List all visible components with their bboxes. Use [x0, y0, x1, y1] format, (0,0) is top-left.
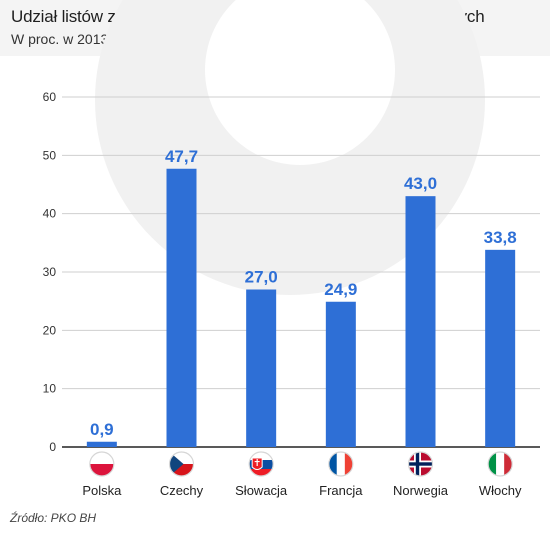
flag-france-icon [328, 451, 354, 477]
x-tick-label: Francja [319, 483, 363, 498]
x-tick-label: Czechy [160, 483, 204, 498]
value-label: 43,0 [404, 174, 437, 193]
y-tick-label: 20 [43, 323, 57, 337]
value-label: 27,0 [245, 268, 278, 287]
bar-polska [86, 441, 117, 447]
value-label: 24,9 [324, 280, 357, 299]
x-tick-label: Polska [82, 483, 122, 498]
y-tick-label: 50 [43, 148, 57, 162]
value-label: 33,8 [484, 228, 517, 247]
x-tick-label: Słowacja [235, 483, 288, 498]
flag-poland-icon [89, 451, 115, 477]
chart-subtitle: W proc. w 2013 r. [11, 31, 120, 47]
bar-francja [325, 301, 356, 447]
y-tick-label: 40 [43, 207, 57, 221]
y-tick-label: 0 [49, 440, 56, 454]
value-label: 47,7 [165, 147, 198, 166]
source-note: Źródło: PKO BH [10, 511, 97, 525]
bar-czechy [166, 168, 197, 447]
y-tick-label: 10 [43, 382, 57, 396]
x-tick-label: Norwegia [393, 483, 449, 498]
flag-slovakia-icon [248, 451, 274, 477]
flag-norway-icon [407, 451, 434, 477]
value-label: 0,9 [90, 420, 114, 439]
y-tick-label: 30 [43, 265, 57, 279]
bar-włochy [485, 249, 516, 447]
bar-słowacja [246, 289, 277, 447]
bar-norwegia [405, 196, 436, 447]
x-tick-label: Włochy [479, 483, 522, 498]
flag-czech-icon [168, 451, 195, 477]
flag-italy-icon [487, 451, 513, 477]
y-tick-label: 60 [43, 90, 57, 104]
